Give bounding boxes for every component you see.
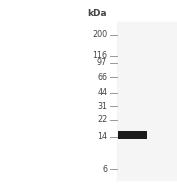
Bar	[117, 22, 177, 180]
Text: 44: 44	[97, 89, 107, 98]
Text: 66: 66	[97, 73, 107, 82]
Text: 22: 22	[97, 115, 107, 124]
Text: 116: 116	[92, 51, 107, 60]
Text: 200: 200	[92, 31, 107, 40]
Text: 14: 14	[97, 132, 107, 141]
Bar	[118, 131, 147, 139]
Text: kDa: kDa	[88, 9, 107, 18]
Text: 31: 31	[97, 102, 107, 111]
Text: 97: 97	[97, 58, 107, 67]
Text: 6: 6	[102, 165, 107, 174]
